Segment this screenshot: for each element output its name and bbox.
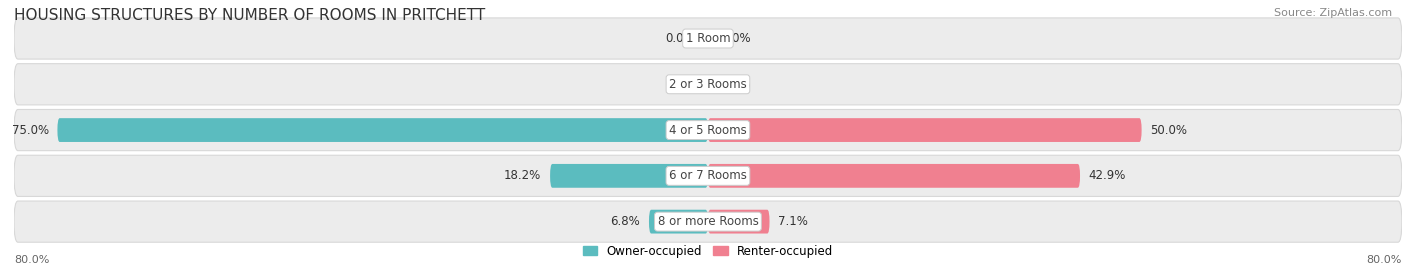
Text: 6 or 7 Rooms: 6 or 7 Rooms [669,169,747,182]
Text: 0.0%: 0.0% [721,78,751,91]
Text: 75.0%: 75.0% [11,123,49,137]
Legend: Owner-occupied, Renter-occupied: Owner-occupied, Renter-occupied [578,240,838,263]
FancyBboxPatch shape [650,210,709,233]
FancyBboxPatch shape [14,18,1402,59]
Text: Source: ZipAtlas.com: Source: ZipAtlas.com [1274,8,1392,18]
Text: 1 Room: 1 Room [686,32,730,45]
Text: HOUSING STRUCTURES BY NUMBER OF ROOMS IN PRITCHETT: HOUSING STRUCTURES BY NUMBER OF ROOMS IN… [14,8,485,23]
Text: 80.0%: 80.0% [1367,254,1402,265]
Text: 80.0%: 80.0% [14,254,49,265]
Text: 6.8%: 6.8% [610,215,640,228]
Text: 8 or more Rooms: 8 or more Rooms [658,215,758,228]
FancyBboxPatch shape [550,164,709,188]
FancyBboxPatch shape [709,164,1080,188]
FancyBboxPatch shape [14,109,1402,151]
Text: 0.0%: 0.0% [665,78,695,91]
FancyBboxPatch shape [14,155,1402,196]
Text: 7.1%: 7.1% [778,215,808,228]
FancyBboxPatch shape [709,210,769,233]
Text: 50.0%: 50.0% [1150,123,1187,137]
Text: 4 or 5 Rooms: 4 or 5 Rooms [669,123,747,137]
FancyBboxPatch shape [58,118,709,142]
FancyBboxPatch shape [14,201,1402,242]
Text: 0.0%: 0.0% [665,32,695,45]
Text: 42.9%: 42.9% [1088,169,1126,182]
Text: 2 or 3 Rooms: 2 or 3 Rooms [669,78,747,91]
FancyBboxPatch shape [14,64,1402,105]
FancyBboxPatch shape [709,118,1142,142]
Text: 18.2%: 18.2% [505,169,541,182]
Text: 0.0%: 0.0% [721,32,751,45]
